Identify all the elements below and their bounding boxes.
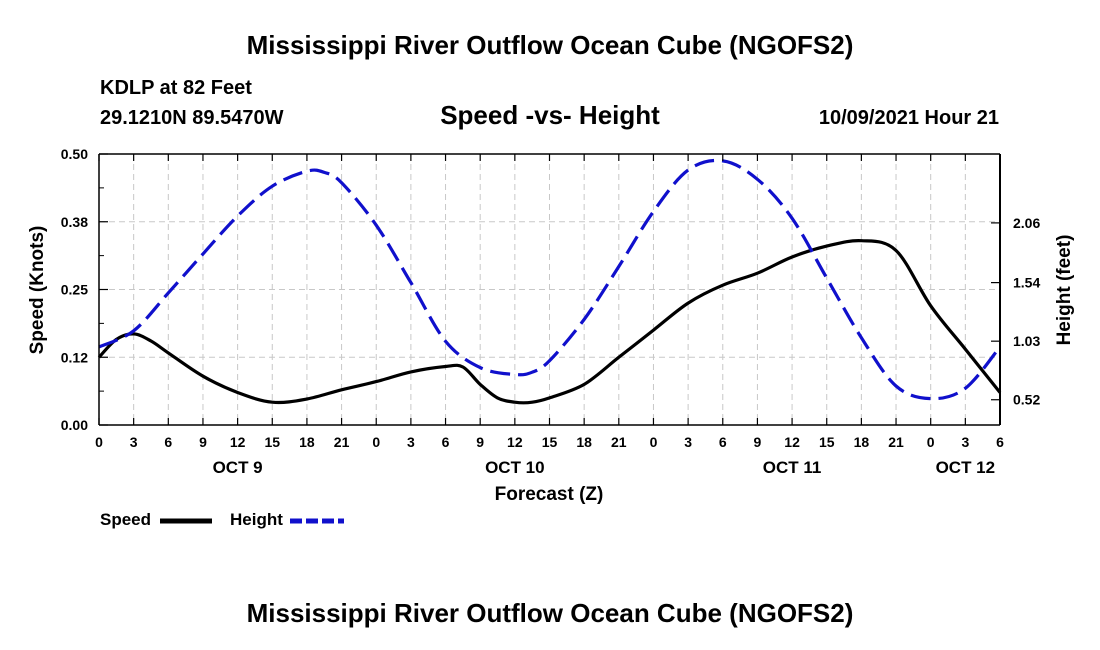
station-label: KDLP at 82 Feet — [100, 77, 252, 99]
series-group — [97, 158, 1002, 405]
chart-title: Speed -vs- Height — [440, 100, 660, 130]
x-day-label: OCT 10 — [485, 458, 545, 477]
x-tick-label: 6 — [164, 434, 172, 450]
x-tick-label: 3 — [407, 434, 415, 450]
x-tick-label: 18 — [576, 434, 592, 450]
x-tick-label: 12 — [230, 434, 246, 450]
page-footer-title: Mississippi River Outflow Ocean Cube (NG… — [246, 598, 854, 628]
series-line-speed — [97, 239, 1002, 405]
x-tick-label: 15 — [264, 434, 280, 450]
y2-tick-label: 0.52 — [1013, 392, 1040, 408]
axes — [98, 153, 1001, 426]
x-day-label: OCT 12 — [936, 458, 996, 477]
x-axis-label: Forecast (Z) — [495, 484, 604, 505]
legend-speed-swatch — [160, 518, 212, 524]
x-tick-label: 6 — [442, 434, 450, 450]
x-tick-label: 0 — [95, 434, 103, 450]
series-line-height — [98, 158, 1002, 401]
x-tick-label: 0 — [650, 434, 658, 450]
y2-axis-label: Height (feet) — [1054, 235, 1075, 346]
x-tick-label: 3 — [130, 434, 138, 450]
x-tick-label: 0 — [927, 434, 935, 450]
x-tick-label: 0 — [372, 434, 380, 450]
x-tick-label: 12 — [507, 434, 523, 450]
x-tick-label: 9 — [476, 434, 484, 450]
legend-height-label: Height — [230, 510, 283, 529]
y-tick-label: 0.00 — [61, 417, 88, 433]
x-tick-label: 9 — [754, 434, 762, 450]
station-coordinates: 29.1210N 89.5470W — [100, 107, 284, 129]
x-tick-label: 21 — [888, 434, 904, 450]
x-tick-label: 12 — [784, 434, 800, 450]
forecast-date: 10/09/2021 Hour 21 — [818, 107, 999, 129]
x-tick-label: 3 — [684, 434, 692, 450]
y-tick-label: 0.38 — [61, 214, 88, 230]
y-tick-label: 0.50 — [61, 146, 88, 162]
x-tick-label: 15 — [819, 434, 835, 450]
x-tick-label: 6 — [996, 434, 1004, 450]
x-tick-label: 18 — [854, 434, 870, 450]
legend-height-swatch — [290, 518, 344, 524]
x-day-label: OCT 11 — [763, 458, 822, 477]
x-tick-label: 9 — [199, 434, 207, 450]
y-tick-label: 0.12 — [61, 349, 88, 365]
y2-tick-label: 1.03 — [1013, 333, 1040, 349]
x-tick-label: 3 — [961, 434, 969, 450]
x-tick-label: 21 — [334, 434, 350, 450]
legend-speed-label: Speed — [100, 510, 152, 529]
x-tick-label: 6 — [719, 434, 727, 450]
page-title: Mississippi River Outflow Ocean Cube (NG… — [246, 30, 854, 60]
x-tick-label: 21 — [611, 434, 627, 450]
y2-tick-label: 1.54 — [1013, 275, 1040, 291]
tick-labels: 0 3 6 9 12 15 18 21 0 3 6 9 12 15 18 21 0 3 6 9 12 15 18 21 0 3 6O… — [61, 146, 1041, 477]
y-tick-label: 0.25 — [61, 282, 88, 298]
x-tick-label: 15 — [542, 434, 558, 450]
x-tick-label: 18 — [299, 434, 315, 450]
y-axis-label: Speed (Knots) — [27, 226, 48, 355]
y2-tick-label: 2.06 — [1013, 215, 1040, 231]
grid — [99, 154, 1000, 425]
x-day-label: OCT 9 — [213, 458, 263, 477]
